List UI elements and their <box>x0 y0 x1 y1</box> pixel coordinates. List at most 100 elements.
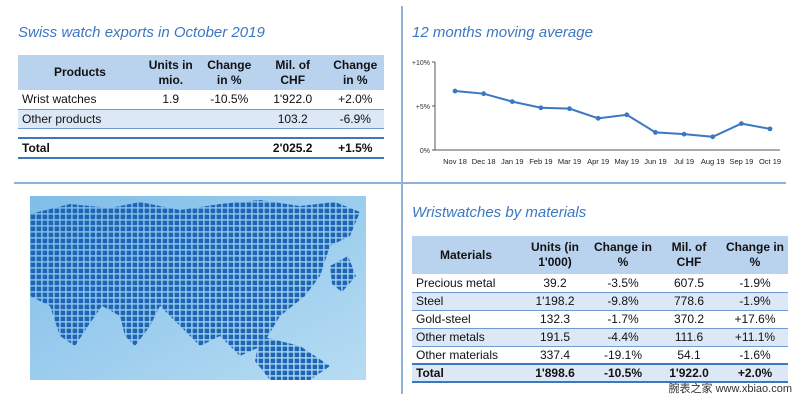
data-point <box>710 134 716 140</box>
materials-header-materials: Materials <box>412 236 520 274</box>
row-change-chf: -1.6% <box>722 346 788 365</box>
total-units <box>141 137 200 159</box>
vertical-divider <box>401 6 403 394</box>
exports-header-products: Products <box>18 55 142 90</box>
total-chf: 1'922.0 <box>656 363 722 383</box>
row-units: 132.3 <box>520 310 590 329</box>
y-tick-label: +10% <box>412 60 430 67</box>
table-row: Steel 1'198.2 -9.8% 778.6 -1.9% <box>412 292 788 311</box>
total-name: Total <box>412 363 520 383</box>
exports-title: Swiss watch exports in October 2019 <box>18 24 265 41</box>
table-row: Other materials 337.4 -19.1% 54.1 -1.6% <box>412 346 788 365</box>
row-name: Other products <box>18 109 142 129</box>
row-chf: 370.2 <box>656 310 722 329</box>
moving-average-chart: 0% +5% +10% Nov 18 Dec 18 Jan 19 Feb 19 Mar 19 A… <box>412 60 781 166</box>
row-name: Other materials <box>412 346 520 365</box>
row-change-chf: +11.1% <box>722 328 788 347</box>
row-chf: 111.6 <box>656 328 722 347</box>
materials-header-change-chf: Change in % <box>722 236 788 274</box>
exports-header-units: Units in mio. <box>141 55 200 90</box>
total-row: Total 2'025.2 +1.5% <box>18 137 384 159</box>
row-units: 1'198.2 <box>520 292 590 311</box>
x-tick-label: Jan 19 <box>501 157 524 166</box>
data-point <box>567 106 572 112</box>
row-name: Wrist watches <box>18 90 142 110</box>
data-point <box>538 105 544 111</box>
total-name: Total <box>18 137 142 159</box>
data-point <box>653 130 658 135</box>
x-tick-label: May 19 <box>615 157 640 166</box>
row-chf: 54.1 <box>656 346 722 365</box>
data-point <box>767 126 773 132</box>
row-change: -10.5% <box>199 90 259 110</box>
table-row: Other products 103.2 -6.9% <box>18 109 384 129</box>
row-change-chf: -6.9% <box>326 109 384 129</box>
materials-header-change: Change in % <box>590 236 656 274</box>
row-units: 1.9 <box>141 90 200 110</box>
row-change: -9.8% <box>590 292 656 311</box>
land-dots <box>30 200 360 380</box>
row-change: -4.4% <box>590 328 656 347</box>
exports-header-change: Change in % <box>199 55 259 90</box>
row-change-chf: -1.9% <box>722 292 788 311</box>
series-line <box>454 90 771 138</box>
x-tick-label: Nov 18 <box>443 157 467 166</box>
x-tick-label: Aug 19 <box>701 157 725 166</box>
row-name: Other metals <box>412 328 520 347</box>
data-point <box>681 131 687 137</box>
x-tick-label: Jul 19 <box>674 157 694 166</box>
row-change <box>199 109 259 129</box>
total-chf: 2'025.2 <box>258 137 327 159</box>
materials-title: Wristwatches by materials <box>412 204 587 221</box>
table-row: Gold-steel 132.3 -1.7% 370.2 +17.6% <box>412 310 788 329</box>
x-tick-label: Dec 18 <box>472 157 496 166</box>
row-change-chf: +17.6% <box>722 310 788 329</box>
y-tick-label: 0% <box>420 148 430 155</box>
materials-header-units: Units (in 1'000) <box>520 236 590 274</box>
y-tick-label: +5% <box>416 104 430 111</box>
data-point <box>481 91 487 97</box>
row-chf: 1'922.0 <box>258 90 327 110</box>
x-tick-label: Jun 19 <box>644 157 667 166</box>
row-chf: 103.2 <box>258 109 327 129</box>
x-tick-label: Oct 19 <box>759 157 781 166</box>
row-change: -1.7% <box>590 310 656 329</box>
exports-table: Products Units in mio. Change in % Mil. … <box>18 55 384 159</box>
row-change-chf: +2.0% <box>326 90 384 110</box>
x-tick-label: Feb 19 <box>529 157 552 166</box>
row-units: 337.4 <box>520 346 590 365</box>
table-row: Wrist watches 1.9 -10.5% 1'922.0 +2.0% <box>18 90 384 110</box>
x-tick-label: Sep 19 <box>729 157 753 166</box>
table-row: Precious metal 39.2 -3.5% 607.5 -1.9% <box>412 274 788 293</box>
row-name: Gold-steel <box>412 310 520 329</box>
total-change-chf: +1.5% <box>326 137 384 159</box>
watermark-text: 腕表之家 www.xbiao.com <box>668 383 792 395</box>
x-tick-label: Mar 19 <box>558 157 581 166</box>
materials-table: Materials Units (in 1'000) Change in % M… <box>412 236 788 383</box>
exports-header-change-chf: Change in % <box>326 55 384 90</box>
row-units <box>141 109 200 129</box>
row-units: 191.5 <box>520 328 590 347</box>
row-chf: 778.6 <box>656 292 722 311</box>
exports-header-chf: Mil. of CHF <box>258 55 327 90</box>
data-point <box>738 121 744 126</box>
chart-title: 12 months moving average <box>412 24 593 41</box>
data-point <box>624 112 630 118</box>
table-row: Other metals 191.5 -4.4% 111.6 +11.1% <box>412 328 788 347</box>
total-change-chf: +2.0% <box>722 363 788 383</box>
total-units: 1'898.6 <box>520 363 590 383</box>
world-map-image <box>30 196 366 380</box>
data-point <box>509 99 515 104</box>
materials-header-chf: Mil. of CHF <box>656 236 722 274</box>
x-tick-label: Apr 19 <box>587 157 609 166</box>
row-name: Steel <box>412 292 520 311</box>
horizontal-divider <box>14 182 786 184</box>
row-name: Precious metal <box>412 274 520 293</box>
data-point <box>452 88 458 94</box>
total-change <box>199 137 259 159</box>
row-units: 39.2 <box>520 274 590 293</box>
row-change-chf: -1.9% <box>722 274 788 293</box>
row-change: -3.5% <box>590 274 656 293</box>
row-chf: 607.5 <box>656 274 722 293</box>
row-change: -19.1% <box>590 346 656 365</box>
